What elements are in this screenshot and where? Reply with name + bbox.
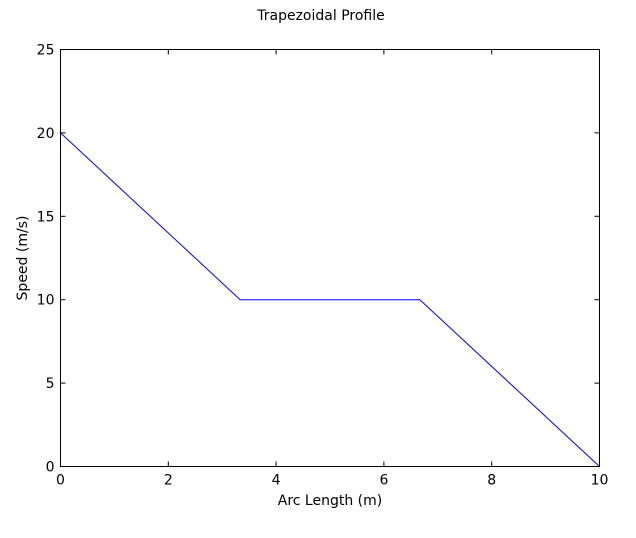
x-tick-label-6: 6 — [379, 473, 388, 489]
plot-series — [60, 132, 600, 467]
y-tick-label-25: 25 — [37, 43, 55, 59]
y-tick-label-15: 15 — [37, 209, 55, 225]
series-line-0 — [60, 132, 600, 467]
y-tick-label-5: 5 — [46, 376, 55, 392]
y-tick-label-20: 20 — [37, 126, 55, 142]
plot-frame — [60, 49, 600, 467]
x-axis-title: Arc Length (m) — [278, 493, 382, 509]
y-axis-title: Speed (m/s) — [15, 216, 31, 301]
chart-title: Trapezoidal Profile — [256, 8, 384, 24]
x-tick-label-8: 8 — [487, 473, 496, 489]
x-tick-label-2: 2 — [164, 473, 173, 489]
axis-tick-labels: 0 2 4 6 8 10 0 5 10 15 20 25 — [37, 43, 609, 489]
x-tick-label-0: 0 — [56, 473, 65, 489]
x-tick-label-10: 10 — [591, 473, 609, 489]
x-tick-label-4: 4 — [272, 473, 281, 489]
y-tick-label-0: 0 — [46, 460, 55, 476]
y-tick-label-10: 10 — [37, 293, 55, 309]
